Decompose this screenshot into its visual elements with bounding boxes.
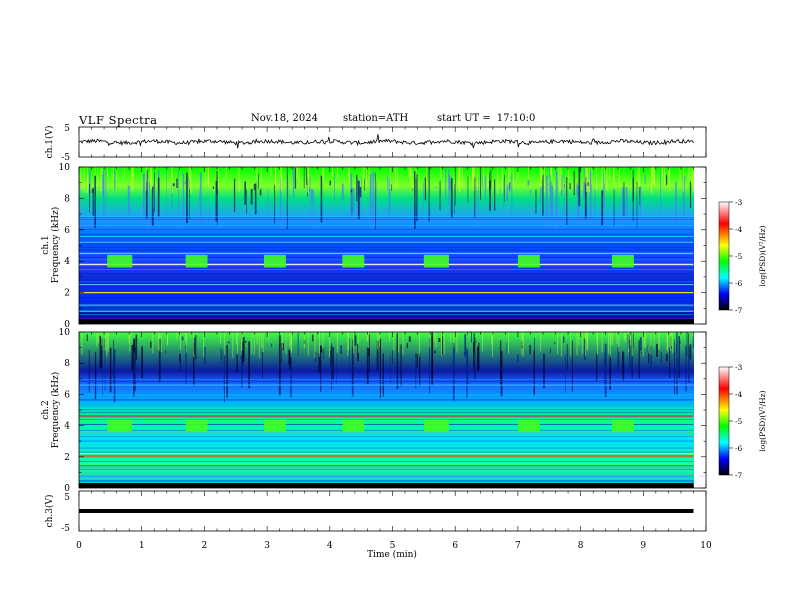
axis-ticks: [78, 127, 707, 531]
colorbar-ch1-label: log(PSD)(V²/Hz): [758, 225, 767, 286]
ch3-ytick-top: 5: [64, 493, 70, 503]
colorbar-tick-label: -6: [735, 444, 743, 453]
ch1-ytick-top: 5: [64, 124, 70, 134]
spectrogram-burst: [517, 254, 540, 268]
spectrogram-ytick-label: 10: [59, 163, 71, 173]
spectrogram-burst: [107, 254, 133, 268]
x-axis-label: Time (min): [367, 549, 417, 560]
ch3-ytick-bottom: -5: [61, 524, 70, 534]
ch1-waveform-line: [79, 134, 694, 149]
spectrogram-burst: [107, 419, 133, 432]
ch3-wave-ylabel: ch.3(V): [44, 495, 55, 528]
spectrogram-burst: [423, 419, 449, 432]
spectrogram-ytick-label: 8: [64, 194, 70, 204]
colorbar-tick-label: -5: [735, 252, 743, 261]
ch1-wave-ylabel: ch.1(V): [44, 126, 55, 159]
start-time-value: 17:10:0: [496, 113, 536, 124]
start-label: start UT =: [437, 113, 491, 124]
spectrogram-burst: [342, 254, 365, 268]
ch1-spec-ylabel-2: Frequency (kHz): [50, 207, 61, 284]
spectrogram-ytick-label: 4: [64, 257, 70, 267]
x-axis-tick-label: 6: [452, 541, 458, 551]
colorbar-ch2: -3 -4 -5 -6 -7 log(PSD)(V²/Hz): [718, 363, 767, 480]
x-axis-tick-label: 2: [202, 541, 208, 551]
spectrogram-burst: [342, 419, 365, 432]
colorbar-tick-label: -4: [735, 225, 743, 234]
spectrogram-ytick-label: 2: [64, 289, 70, 299]
colorbar-tick-label: -4: [735, 390, 743, 399]
x-axis-tick-label: 7: [515, 541, 521, 551]
spectrogram-ytick-label: 0: [64, 484, 70, 494]
ch2-spectrogram: [79, 332, 694, 488]
x-axis-tick-label: 8: [578, 541, 584, 551]
ch2-spec-ylabel-1: ch.2: [41, 400, 51, 419]
spectrogram-burst: [263, 254, 286, 268]
colorbar-tick-label: -3: [735, 363, 743, 372]
spectrogram-ytick-label: 2: [64, 453, 70, 463]
ch2-spec-ylabel-2: Frequency (kHz): [50, 372, 61, 449]
x-axis-tick-label: 4: [327, 541, 333, 551]
spectrogram-burst: [185, 254, 208, 268]
spectrogram-ytick-label: 4: [64, 422, 70, 432]
spectrogram-ytick-label: 6: [64, 226, 70, 236]
colorbar-ch1: -3 -4 -5 -6 -7 log(PSD)(V²/Hz): [718, 198, 767, 315]
colorbar-tick-label: -6: [735, 279, 743, 288]
x-axis-tick-label: 10: [700, 541, 712, 551]
spectrogram-burst: [185, 419, 208, 432]
spectrogram-burst: [611, 254, 634, 268]
spectrogram-ytick-label: 8: [64, 359, 70, 369]
spectrogram-baseline: [79, 483, 694, 488]
spectrogram-burst: [263, 419, 286, 432]
spectrogram-ytick-label: 10: [59, 328, 71, 338]
x-axis-tick-label: 0: [76, 541, 82, 551]
spectrogram-ytick-label: 6: [64, 390, 70, 400]
ch2-spectrogram-features: [79, 332, 694, 488]
spectrogram-burst: [611, 419, 634, 432]
chart-title: VLF Spectra: [79, 113, 158, 127]
x-axis-tick-label: 9: [640, 541, 646, 551]
colorbar-ch2-label: log(PSD)(V²/Hz): [758, 390, 767, 451]
colorbar-ch1-gradient: [718, 201, 730, 311]
start-time-label: start UT = 17:10:0: [437, 113, 535, 124]
ch1-ytick-bottom: -5: [61, 153, 70, 163]
x-axis-tick-label: 3: [264, 541, 270, 551]
spectrogram-burst: [423, 254, 449, 268]
station-label: station=ATH: [343, 113, 409, 124]
colorbar-tick-label: -3: [735, 198, 743, 207]
spectrogram-ytick-label: 0: [64, 320, 70, 330]
ch1-spectrogram-features: [79, 167, 694, 324]
spectrogram-burst: [517, 419, 540, 432]
x-axis-tick-label: 1: [139, 541, 145, 551]
spectrogram-baseline: [79, 319, 694, 324]
colorbar-ch2-gradient: [718, 366, 730, 476]
ch1-spec-ylabel-1: ch.1: [41, 235, 51, 254]
ch1-waveform: [79, 134, 694, 149]
x-axis-tick-labels: 0 1 2 3 4 5 6 7 8 9 10: [76, 541, 712, 551]
colorbar-tick-label: -7: [735, 471, 743, 480]
colorbar-tick-label: -5: [735, 417, 743, 426]
colorbar-tick-label: -7: [735, 306, 743, 315]
date-label: Nov.18, 2024: [251, 113, 318, 124]
x-axis-tick-label: 5: [390, 541, 396, 551]
